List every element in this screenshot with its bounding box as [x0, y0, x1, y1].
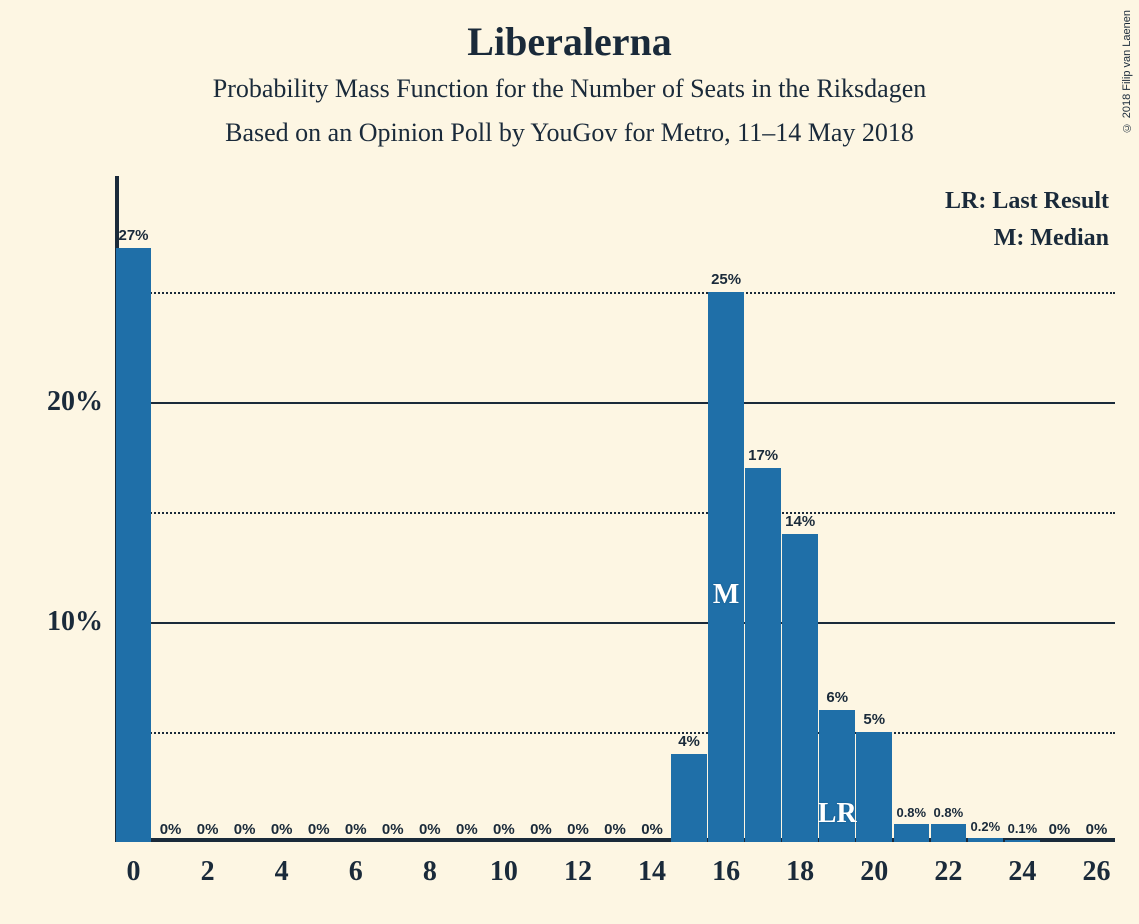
bar — [116, 248, 152, 842]
x-tick-label: 12 — [564, 842, 592, 888]
bar-value-label: 0% — [308, 821, 330, 838]
grid-minor — [115, 292, 1115, 294]
chart-subtitle-2: Based on an Opinion Poll by YouGov for M… — [0, 118, 1139, 148]
x-tick-label: 22 — [934, 842, 962, 888]
bar-value-label: 27% — [119, 227, 149, 244]
bar-value-label: 0% — [160, 821, 182, 838]
legend-m: M: Median — [945, 225, 1109, 252]
bar-value-label: 0% — [1086, 821, 1108, 838]
bar — [856, 732, 892, 842]
bar-value-label: 0% — [345, 821, 367, 838]
x-tick-label: 2 — [201, 842, 215, 888]
x-tick-label: 18 — [786, 842, 814, 888]
plot-area: LR: Last Result M: Median 10%20%27%00%0%… — [115, 182, 1115, 842]
bar-value-label: 0% — [493, 821, 515, 838]
bar — [671, 754, 707, 842]
bar-value-label: 5% — [863, 711, 885, 728]
x-tick-label: 24 — [1008, 842, 1036, 888]
bar-value-label: 0% — [641, 821, 663, 838]
bar-value-label: 0% — [456, 821, 478, 838]
y-tick-label: 20% — [47, 386, 115, 418]
bar-value-label: 6% — [826, 689, 848, 706]
median-marker: M — [713, 579, 739, 611]
bar — [745, 468, 781, 842]
legend: LR: Last Result M: Median — [945, 188, 1109, 252]
x-tick-label: 8 — [423, 842, 437, 888]
x-tick-label: 14 — [638, 842, 666, 888]
bar-value-label: 25% — [711, 271, 741, 288]
bar-value-label: 0% — [419, 821, 441, 838]
bar — [894, 824, 930, 842]
bar-value-label: 0% — [604, 821, 626, 838]
grid-major — [115, 402, 1115, 404]
bar-value-label: 0% — [271, 821, 293, 838]
bar-value-label: 4% — [678, 733, 700, 750]
x-tick-label: 6 — [349, 842, 363, 888]
copyright-text: © 2018 Filip van Laenen — [1121, 10, 1133, 133]
bar-value-label: 0% — [530, 821, 552, 838]
bar-value-label: 0% — [234, 821, 256, 838]
bar-value-label: 0.1% — [1008, 821, 1038, 836]
x-tick-label: 20 — [860, 842, 888, 888]
bar — [968, 838, 1004, 842]
bar-value-label: 0% — [382, 821, 404, 838]
chart-subtitle-1: Probability Mass Function for the Number… — [0, 74, 1139, 104]
x-tick-label: 4 — [275, 842, 289, 888]
bar-value-label: 0% — [1049, 821, 1071, 838]
grid-minor — [115, 512, 1115, 514]
bar — [782, 534, 818, 842]
last-result-marker: LR — [818, 798, 857, 830]
x-tick-label: 10 — [490, 842, 518, 888]
x-tick-label: 16 — [712, 842, 740, 888]
bar-value-label: 0.2% — [971, 819, 1001, 834]
bar-value-label: 0% — [567, 821, 589, 838]
x-tick-label: 26 — [1082, 842, 1110, 888]
bar — [931, 824, 967, 842]
bar-value-label: 14% — [785, 513, 815, 530]
x-tick-label: 0 — [127, 842, 141, 888]
bar-value-label: 0.8% — [934, 805, 964, 820]
y-tick-label: 10% — [47, 606, 115, 638]
bar-value-label: 0.8% — [896, 805, 926, 820]
bar — [708, 292, 744, 842]
bar-value-label: 17% — [748, 447, 778, 464]
chart-title: Liberalerna — [0, 18, 1139, 65]
chart-container: Liberalerna Probability Mass Function fo… — [0, 0, 1139, 924]
bar-value-label: 0% — [197, 821, 219, 838]
grid-minor — [115, 732, 1115, 734]
grid-major — [115, 622, 1115, 624]
legend-lr: LR: Last Result — [945, 188, 1109, 215]
